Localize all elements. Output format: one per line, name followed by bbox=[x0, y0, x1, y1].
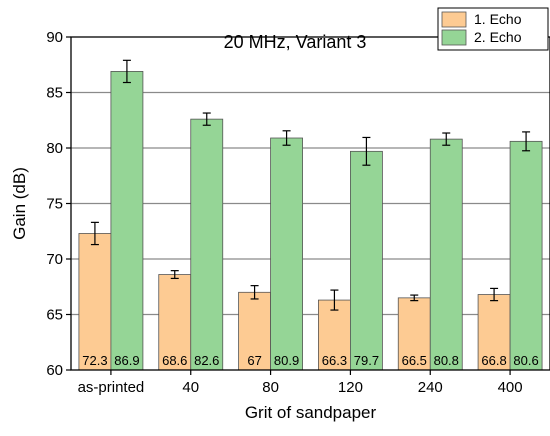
error-bar bbox=[522, 131, 531, 152]
bar-echo-2 bbox=[190, 118, 224, 371]
y-tick-label: 60 bbox=[46, 362, 63, 379]
data-labels: 72.3 86.9 68.6 82.6 67 80.9 66.3 79.7 66.5 80.8 66… bbox=[82, 353, 538, 368]
gridlines bbox=[71, 91, 550, 316]
chart-title: 20 MHz, Variant 3 bbox=[224, 32, 367, 52]
x-tick-label: 400 bbox=[498, 379, 523, 396]
y-tick-label: 70 bbox=[46, 251, 63, 268]
error-bar bbox=[282, 130, 291, 146]
axes: 60 65 70 75 80 85 90 as-printed 40 80 120 240 400 bbox=[46, 29, 522, 396]
data-label: 86.9 bbox=[114, 353, 139, 368]
bar-echo-2 bbox=[509, 140, 543, 371]
x-tick-label: 40 bbox=[182, 379, 199, 396]
error-bar bbox=[490, 287, 499, 302]
x-axis-title: Grit of sandpaper bbox=[245, 403, 377, 422]
data-label: 72.3 bbox=[82, 353, 107, 368]
x-tick-label: 80 bbox=[262, 379, 279, 396]
legend: 1. Echo 2. Echo bbox=[437, 7, 549, 51]
legend-swatch bbox=[441, 29, 467, 46]
error-bar bbox=[170, 270, 179, 280]
data-label: 66.5 bbox=[402, 353, 427, 368]
data-label: 80.6 bbox=[513, 353, 538, 368]
x-tick-label: 240 bbox=[418, 379, 443, 396]
error-bar bbox=[202, 112, 211, 126]
data-label: 68.6 bbox=[162, 353, 187, 368]
bar-echo-2 bbox=[429, 138, 463, 371]
data-label: 82.6 bbox=[194, 353, 219, 368]
x-tick-label: 120 bbox=[338, 379, 363, 396]
y-tick-label: 75 bbox=[46, 196, 63, 213]
bar-echo-1 bbox=[78, 233, 112, 371]
y-tick-label: 80 bbox=[46, 140, 63, 157]
error-bar bbox=[442, 132, 451, 146]
error-bar bbox=[330, 289, 339, 311]
legend-swatch bbox=[441, 11, 467, 28]
y-tick-label: 90 bbox=[46, 29, 63, 46]
y-tick-label: 85 bbox=[46, 85, 63, 102]
data-label: 80.9 bbox=[274, 353, 299, 368]
error-bar bbox=[250, 285, 259, 300]
error-bar bbox=[90, 221, 99, 246]
error-bar bbox=[362, 136, 371, 166]
error-bar bbox=[122, 59, 131, 84]
legend-label: 1. Echo bbox=[474, 11, 522, 27]
error-bar bbox=[410, 294, 419, 302]
data-label: 80.8 bbox=[434, 353, 459, 368]
bar-echo-2 bbox=[110, 71, 144, 371]
bar-echo-1 bbox=[158, 274, 192, 371]
error-bars bbox=[90, 59, 531, 311]
legend-label: 2. Echo bbox=[474, 29, 522, 45]
data-label: 79.7 bbox=[354, 353, 379, 368]
bar-echo-2 bbox=[350, 150, 383, 371]
x-tick-label: as-printed bbox=[78, 379, 145, 396]
bars bbox=[78, 71, 543, 371]
y-axis-title: Gain (dB) bbox=[10, 167, 29, 240]
data-label: 66.8 bbox=[481, 353, 506, 368]
data-label: 66.3 bbox=[322, 353, 347, 368]
bar-echo-2 bbox=[270, 137, 303, 371]
y-tick-label: 65 bbox=[46, 307, 63, 324]
data-label: 67 bbox=[247, 353, 261, 368]
